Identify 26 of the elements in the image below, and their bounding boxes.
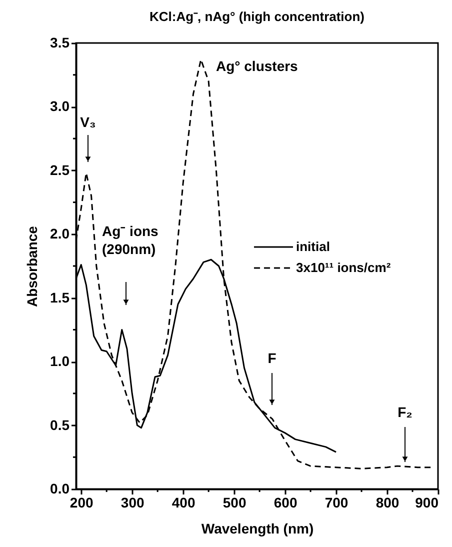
y-tick-label: 0.0 [50,480,70,496]
y-tick-label: 3.0 [50,98,70,114]
y-tick-label: 0.5 [50,416,70,433]
x-tick-label: 200 [70,494,94,510]
legend-label: initial [296,239,330,254]
annotation: Ag° clusters [216,58,298,74]
legend-label: 3x10¹¹ ions/cm² [296,260,392,275]
x-tick-label: 500 [222,494,246,510]
annotation: F [268,350,277,366]
y-tick-label: 2.0 [50,226,70,242]
x-tick-label: 400 [172,494,196,510]
y-axis-title: Absorbance [24,226,40,307]
annotation: V₃ [80,114,96,130]
annotation: F₂ [398,404,412,420]
y-tick-label: 1.0 [50,353,70,370]
chart-title: KCl:Ag⁻, nAg° (high concentration) [149,9,365,24]
x-axis-title: Wavelength (nm) [201,520,314,536]
x-tick-label: 600 [274,494,298,510]
x-tick-label: 300 [120,494,144,510]
y-tick-label: 2.5 [50,162,70,178]
y-tick-label: 3.5 [50,34,70,50]
x-tick-label: 900 [415,494,439,510]
x-tick-label: 800 [376,494,400,510]
y-tick-label: 1.5 [50,289,70,306]
x-tick-label: 700 [324,494,348,510]
annotation: Ag⁻ ions (290nm) [102,223,159,257]
